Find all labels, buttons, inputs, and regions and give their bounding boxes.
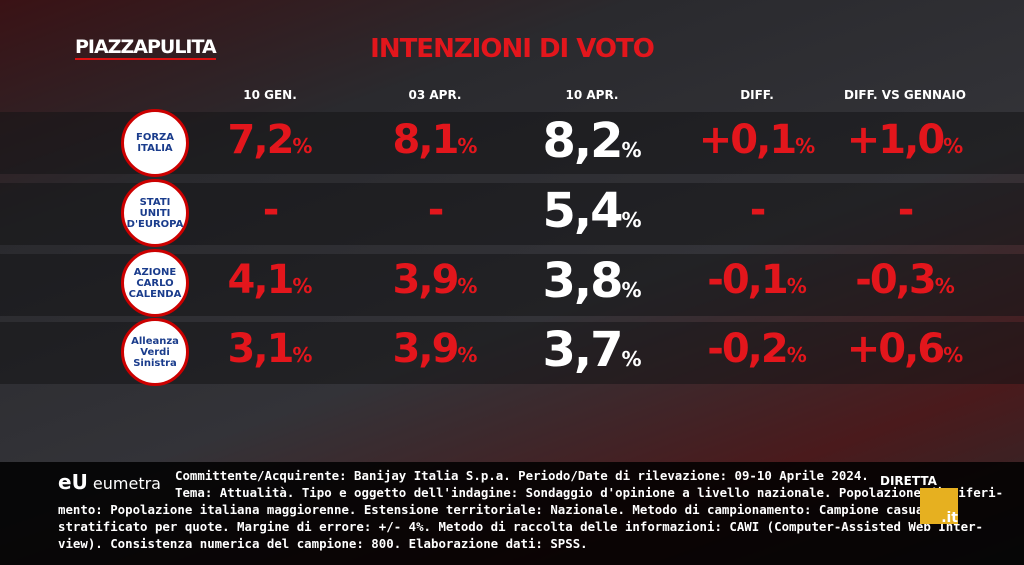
logo-text: CALENDA	[128, 288, 182, 300]
cell: -	[897, 187, 915, 233]
party-logo: STATI UNITI D'EUROPA	[121, 179, 189, 247]
cell: 4,1%	[227, 257, 313, 303]
column-header: DIFF. VS GENNAIO	[844, 88, 966, 102]
logo-text: AZIONE	[133, 266, 177, 278]
brand-part: PIAZZA	[75, 36, 148, 58]
cell: +0,1%	[698, 117, 816, 163]
source-name: eumetra	[92, 474, 161, 493]
title: INTENZIONI DI VOTO	[370, 34, 655, 64]
logo-text: Alleanza	[131, 335, 179, 347]
footer-line: stratificato per quote. Margine di error…	[58, 519, 984, 534]
badge-logo: .it	[920, 488, 958, 526]
logo-text: Sinistra	[133, 357, 177, 369]
cell: 3,7%	[542, 322, 642, 378]
cell: 3,9%	[392, 257, 478, 303]
cell: 3,9%	[392, 326, 478, 372]
cell: +1,0%	[846, 117, 964, 163]
column-header: 10 APR.	[565, 88, 619, 102]
cell: -0,3%	[855, 257, 955, 303]
cell: 5,4%	[542, 183, 642, 239]
footer-line: mento: Popolazione italiana maggiorenne.…	[58, 502, 939, 517]
logo-text: CARLO	[136, 277, 174, 289]
party-logo: FORZA ITALIA	[121, 109, 189, 177]
cell: 8,2%	[542, 113, 642, 169]
footer-line: Tema: Attualità. Tipo e oggetto dell'ind…	[175, 485, 1004, 500]
cell: -	[749, 187, 767, 233]
footer	[0, 462, 1024, 565]
cell: 3,8%	[542, 253, 642, 309]
cell: +0,6%	[846, 326, 964, 372]
party-logo: AZIONE CARLO CALENDA	[121, 249, 189, 317]
source-logo: eU eumetra	[58, 470, 161, 494]
cell: -	[262, 187, 280, 233]
party-logo: Alleanza Verdi Sinistra	[121, 318, 189, 386]
logo-text: ITALIA	[137, 143, 173, 154]
cell: -0,2%	[707, 326, 807, 372]
footer-line: view). Consistenza numerica del campione…	[58, 536, 588, 551]
column-header: 10 GEN.	[243, 88, 297, 102]
column-header: DIFF.	[740, 88, 774, 102]
column-header: 03 APR.	[408, 88, 462, 102]
brand: PIAZZAPULITA	[75, 36, 217, 60]
logo-text: STATI UNITI	[139, 196, 171, 219]
cell: 3,1%	[227, 326, 313, 372]
logo-text: D'EUROPA	[126, 218, 184, 230]
footer-line: Committente/Acquirente: Banijay Italia S…	[175, 468, 869, 483]
logo-text: FORZA	[135, 132, 175, 143]
brand-part: PULITA	[146, 36, 217, 58]
cell: 8,1%	[392, 117, 478, 163]
cell: -	[427, 187, 445, 233]
cell: -0,1%	[707, 257, 807, 303]
cell: 7,2%	[227, 117, 313, 163]
badge-label: DIRETTA	[880, 474, 937, 488]
logo-text: Verdi	[140, 346, 170, 358]
